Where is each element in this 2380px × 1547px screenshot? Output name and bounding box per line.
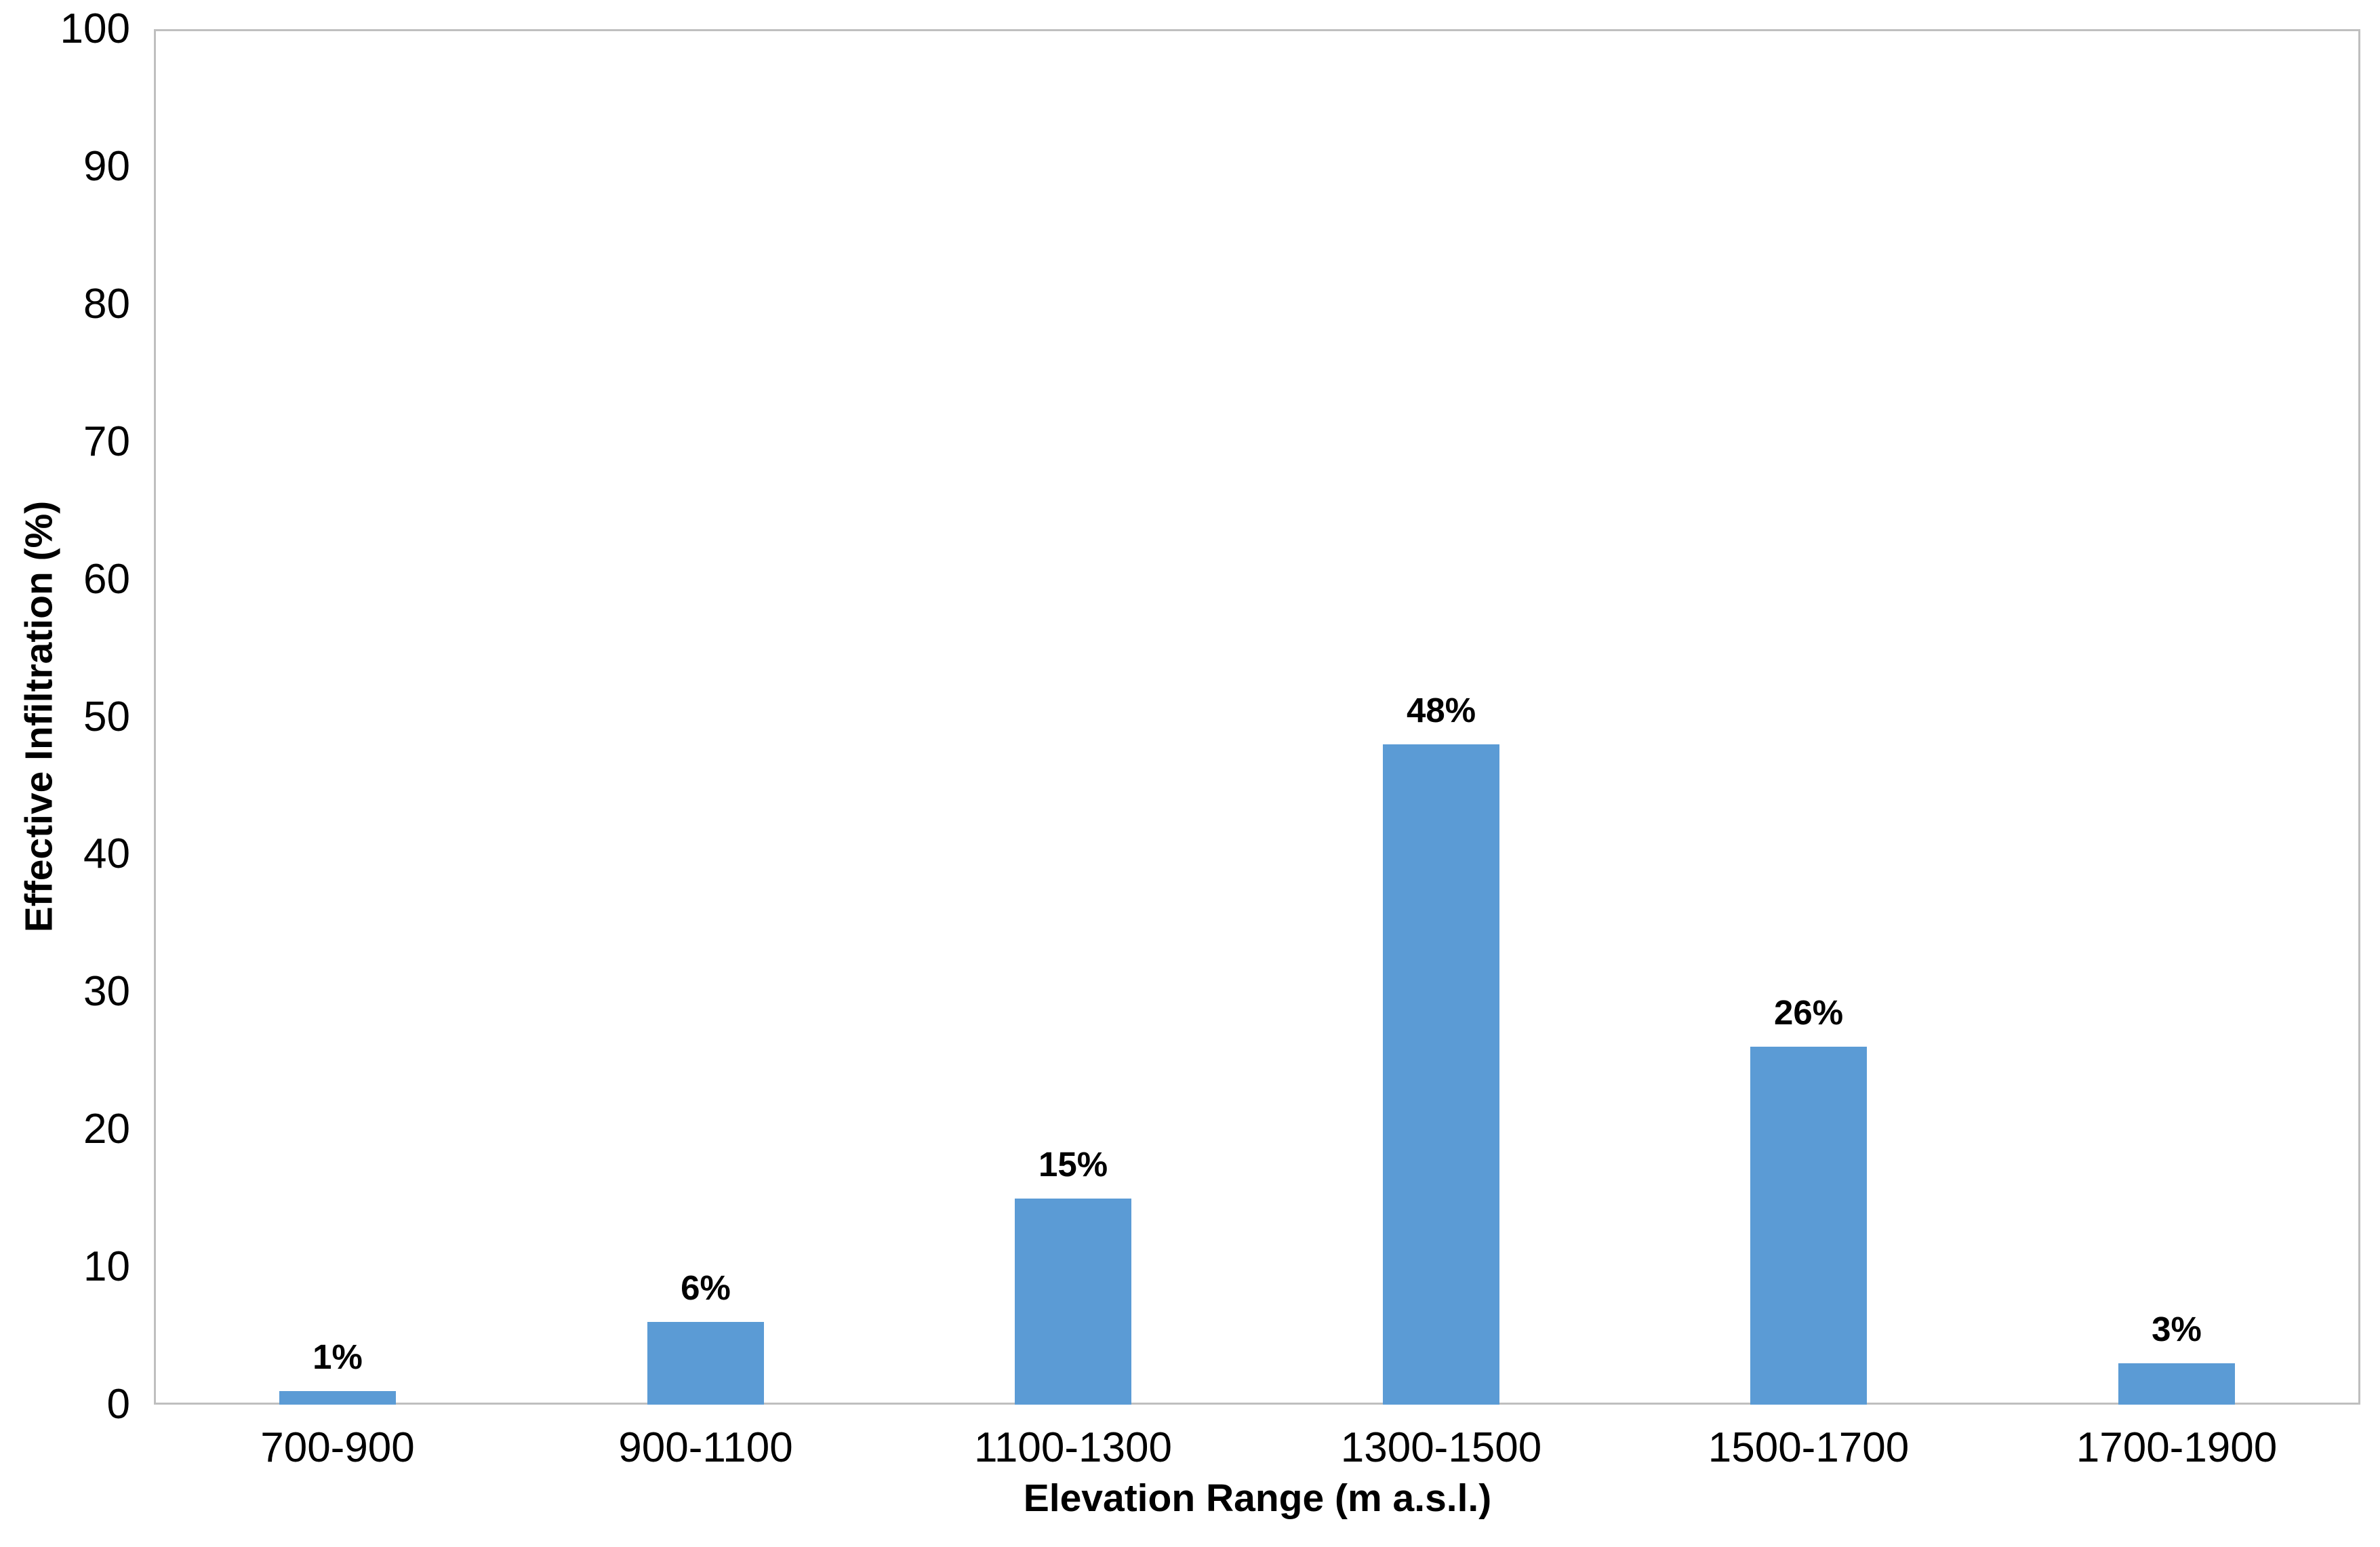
bar-value-label: 15% [1038,1145,1108,1184]
bar [647,1322,764,1405]
y-tick-label: 70 [83,418,130,465]
x-tick-label: 1500-1700 [1708,1424,1910,1471]
y-tick-label: 60 [83,555,130,603]
y-tick-label: 100 [60,5,130,52]
x-axis-title: Elevation Range (m a.s.l.) [1023,1476,1492,1520]
x-tick-label: 700-900 [260,1424,415,1471]
y-tick-label: 0 [106,1381,130,1428]
y-tick-label: 50 [83,693,130,740]
plot-area [154,29,2360,1405]
x-tick-label: 900-1100 [618,1424,793,1471]
y-tick-label: 20 [83,1106,130,1153]
bar [2118,1363,2235,1405]
bar [1383,744,1499,1405]
bars-layer: 1% 6% 15% 48% 26% 3% [154,29,2360,1405]
y-tick-label: 90 [83,142,130,190]
x-tick-label: 1100-1300 [974,1424,1172,1471]
bar [1015,1199,1131,1405]
bar [1750,1047,1867,1405]
bar-value-label: 26% [1773,993,1844,1032]
bar-value-label: 1% [312,1338,363,1376]
bar [279,1391,396,1405]
y-tick-label: 10 [83,1243,130,1291]
y-tick-label: 80 [83,280,130,327]
x-tick-label: 1700-1900 [2076,1424,2278,1471]
y-tick-label: 30 [83,968,130,1016]
bar-value-label: 6% [681,1268,731,1307]
y-tick-label: 40 [83,830,130,878]
bar-value-label: 48% [1406,691,1476,729]
x-tick-label: 1300-1500 [1340,1424,1542,1471]
bar-value-label: 3% [2152,1310,2202,1348]
